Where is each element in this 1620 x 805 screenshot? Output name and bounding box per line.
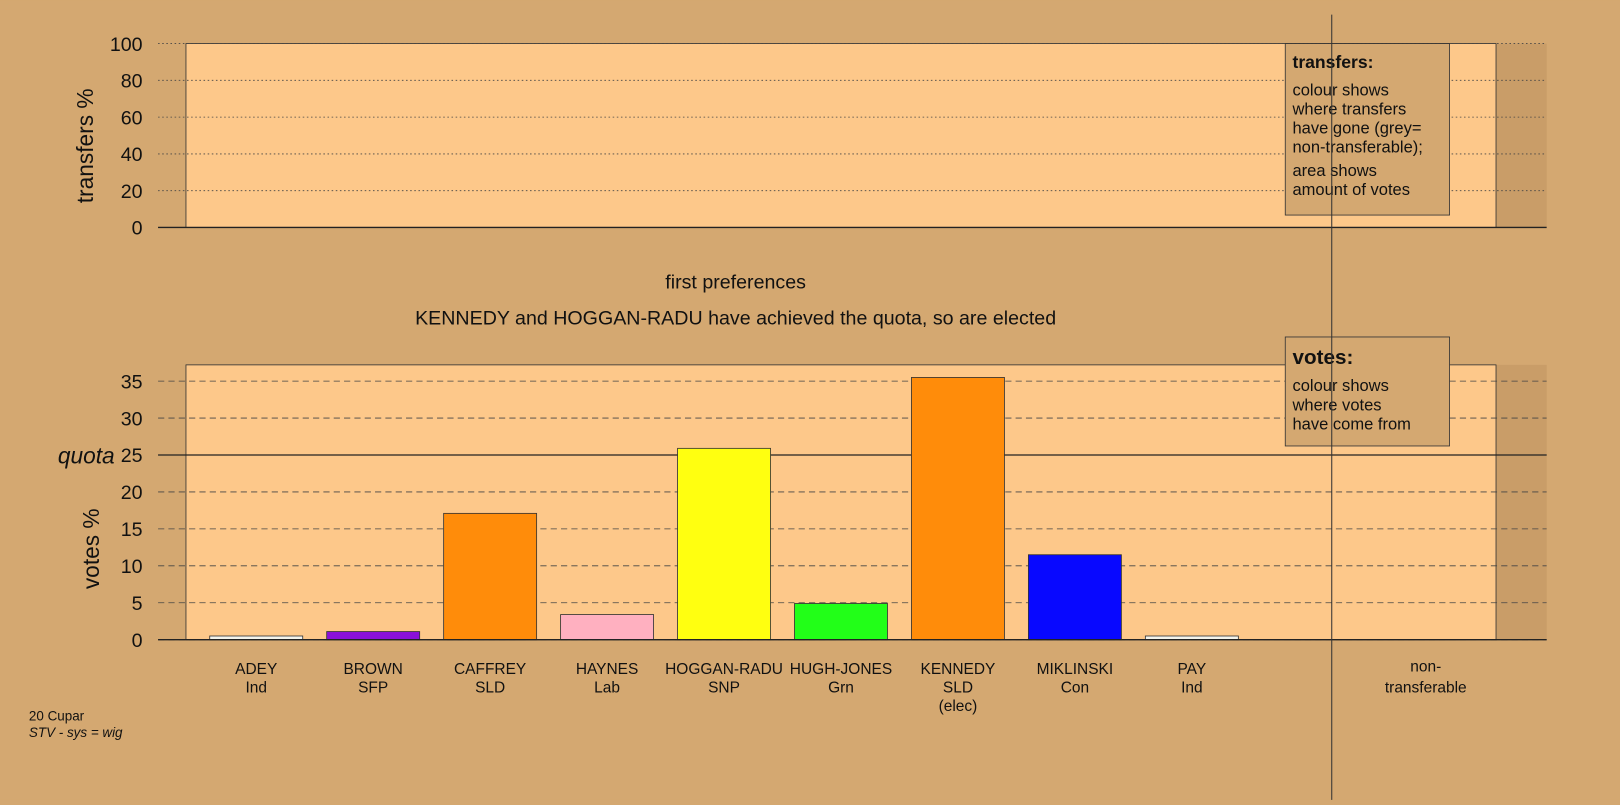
y-tick-label: 40	[121, 144, 143, 166]
bar	[443, 512, 538, 641]
x-tick-label: non-	[1410, 659, 1441, 676]
legend-text: amount of votes	[1292, 180, 1410, 199]
legend-text: area shows	[1292, 161, 1376, 180]
x-tick-party: Con	[1061, 679, 1089, 696]
legend-title: transfers:	[1292, 52, 1373, 72]
x-tick-label: MIKLINSKI	[1037, 661, 1114, 678]
bar	[560, 614, 654, 641]
y-tick-label: 20	[121, 181, 143, 203]
legend-text: colour shows	[1292, 376, 1388, 395]
x-tick-label: BROWN	[343, 661, 402, 678]
x-tick-note: (elec)	[939, 698, 978, 715]
x-tick-party: Ind	[245, 679, 267, 696]
legend-box	[1284, 43, 1450, 216]
bar	[677, 447, 771, 641]
y-tick-label: 25	[121, 445, 143, 467]
y-axis-label: transfers %	[72, 88, 98, 203]
x-tick-party: SFP	[358, 679, 388, 696]
y-tick-label: 0	[132, 218, 143, 240]
plot-area	[185, 364, 1497, 641]
x-tick-party: SLD	[943, 679, 973, 696]
legend-text: where transfers	[1291, 99, 1406, 118]
x-tick-party: SLD	[475, 679, 505, 696]
y-tick-label: 60	[121, 107, 143, 129]
y-tick-label: 100	[110, 34, 143, 56]
x-tick-label: ADEY	[235, 661, 277, 678]
bar	[326, 631, 421, 641]
x-tick-label: transferable	[1385, 679, 1467, 696]
y-tick-label: 0	[132, 630, 143, 652]
x-tick-party: Lab	[594, 679, 620, 696]
y-tick-label: 15	[121, 519, 143, 541]
x-tick-party: Ind	[1181, 679, 1203, 696]
x-tick-label: HUGH-JONES	[790, 661, 892, 678]
x-tick-label: PAY	[1178, 661, 1207, 678]
footer: 20 Cupar	[29, 708, 85, 723]
y-tick-label: 20	[121, 482, 143, 504]
bar	[911, 377, 1005, 641]
x-tick-label: CAFFREY	[454, 661, 526, 678]
x-tick-label: KENNEDY	[921, 661, 996, 678]
shade	[1496, 43, 1547, 228]
x-tick-party: Grn	[828, 679, 854, 696]
quota-label: quota	[58, 442, 115, 468]
legend-title: votes:	[1292, 346, 1353, 369]
chart-title: first preferences	[665, 271, 806, 293]
footer: STV - sys = wig	[29, 725, 123, 740]
y-axis-label: votes %	[78, 508, 104, 589]
y-tick-label: 10	[121, 556, 143, 578]
x-tick-label: HOGGAN-RADU	[665, 661, 783, 678]
bar	[794, 603, 888, 641]
plot-area	[185, 43, 1497, 228]
y-tick-label: 80	[121, 71, 143, 93]
legend-text: colour shows	[1292, 80, 1388, 99]
y-tick-label: 30	[121, 408, 143, 430]
x-tick-label: HAYNES	[576, 661, 639, 678]
bar	[1027, 554, 1122, 641]
legend-box	[1284, 336, 1450, 447]
chart-subtitle: KENNEDY and HOGGAN-RADU have achieved th…	[415, 308, 1056, 330]
legend-text: where votes	[1291, 395, 1381, 414]
legend-text: have gone (grey=	[1292, 119, 1421, 138]
legend-text: non-transferable);	[1292, 138, 1422, 157]
shade	[1496, 364, 1547, 640]
y-tick-label: 5	[132, 593, 143, 615]
y-tick-label: 35	[121, 371, 143, 393]
legend-text: have come from	[1292, 414, 1410, 433]
x-tick-party: SNP	[708, 679, 740, 696]
